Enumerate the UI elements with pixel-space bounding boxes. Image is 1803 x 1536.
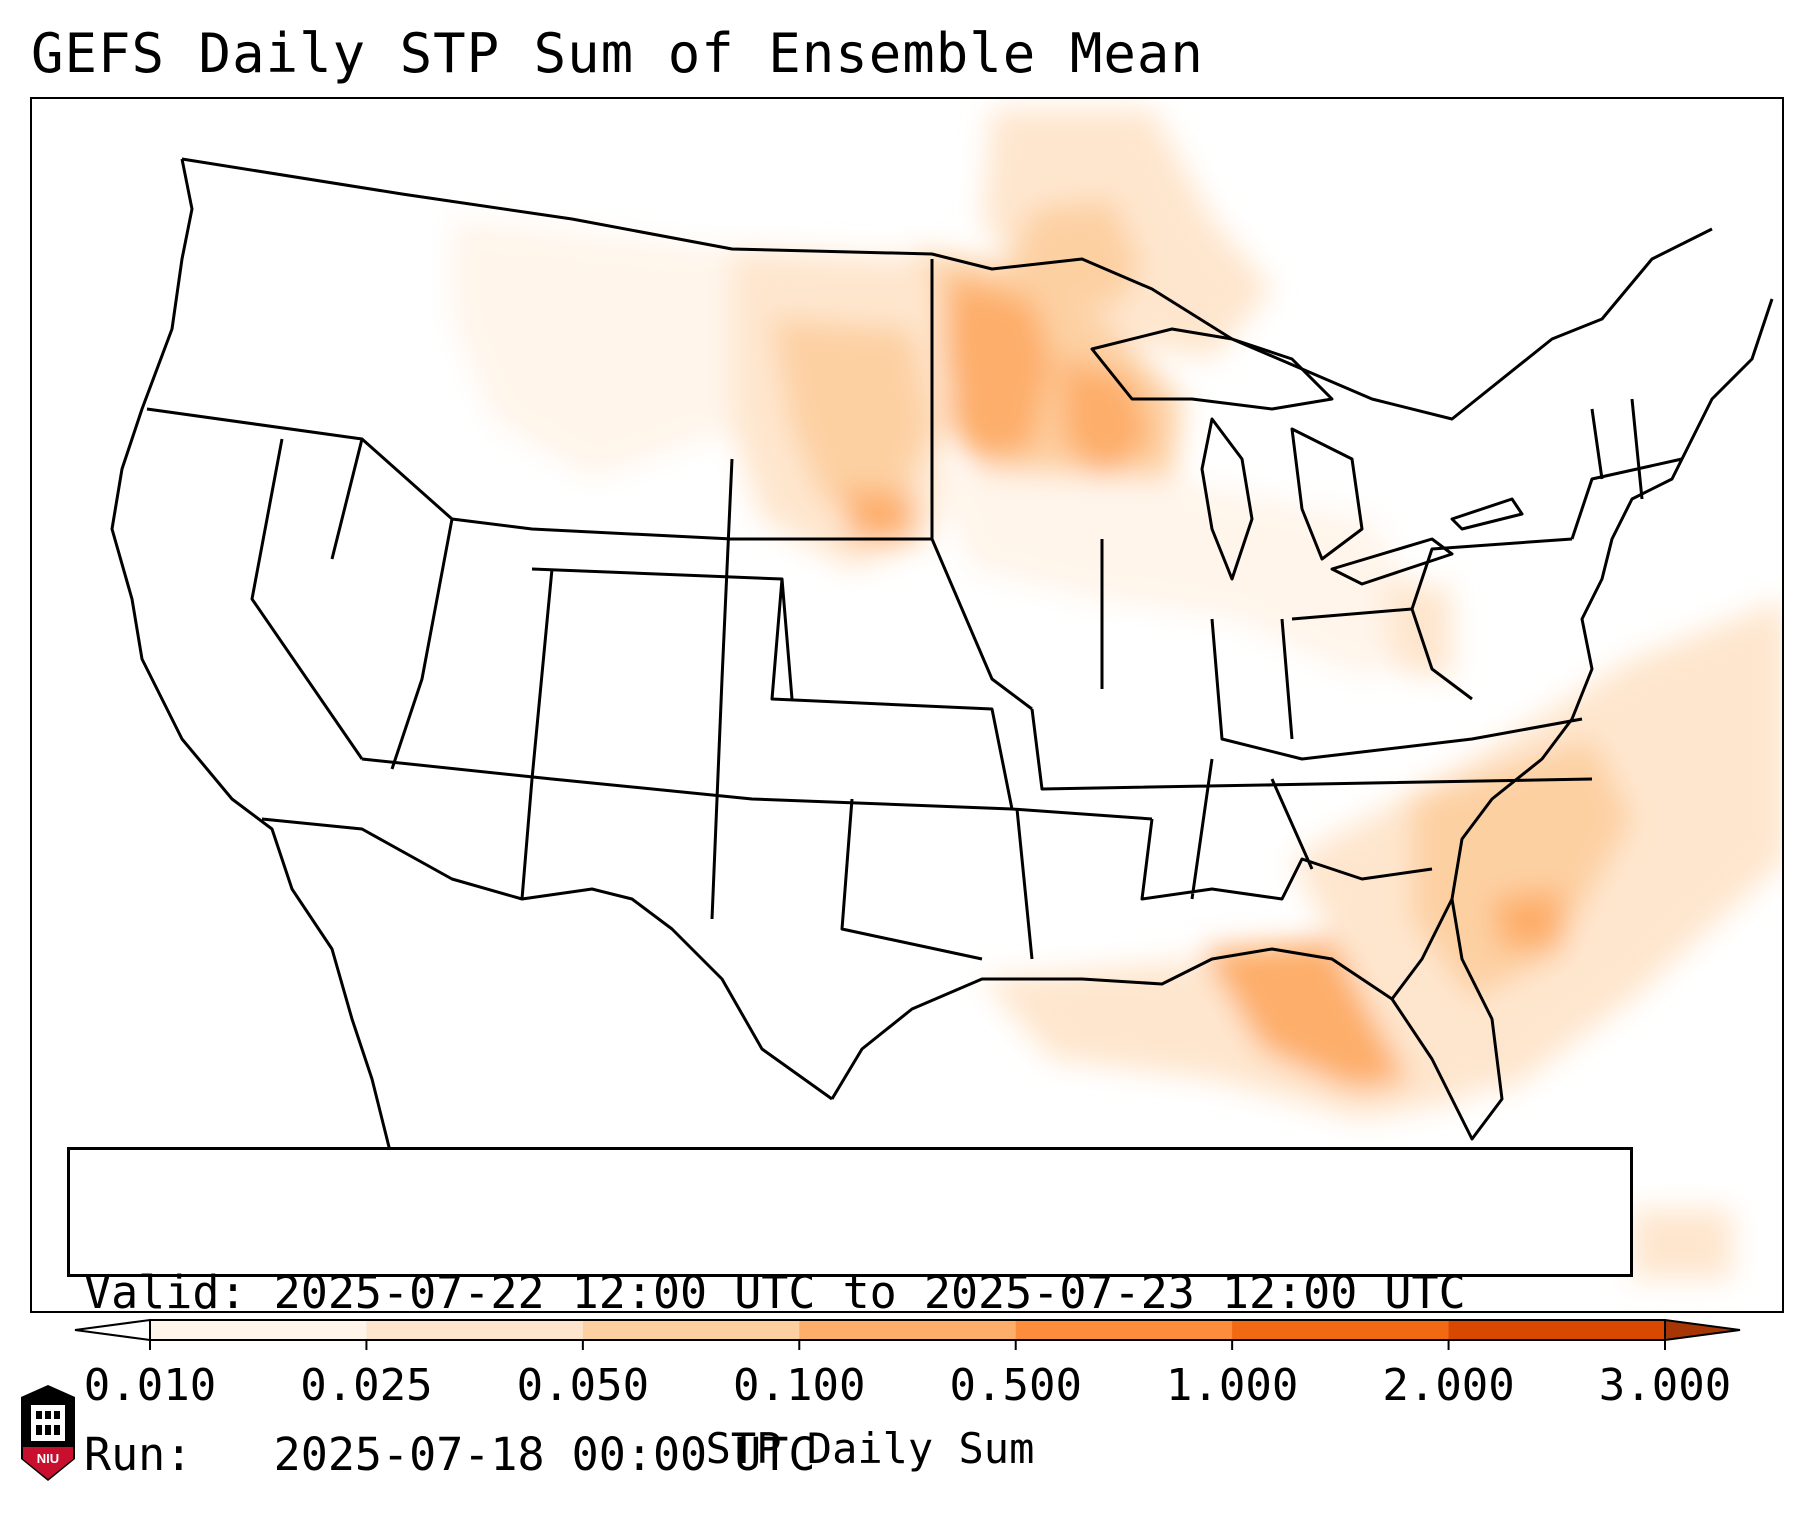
colorbar-tick-label: 0.025 bbox=[300, 1360, 433, 1411]
state-lines-west bbox=[146, 259, 1683, 961]
lake-superior bbox=[1090, 327, 1334, 411]
colorbar-tick-label: 0.100 bbox=[733, 1360, 866, 1411]
colorbar-tick-label: 3.000 bbox=[1598, 1360, 1732, 1411]
colorbar-extend-low bbox=[74, 1318, 151, 1342]
stp-shading bbox=[452, 109, 1782, 1279]
west-coast bbox=[110, 158, 394, 1160]
page-title: GEFS Daily STP Sum of Ensemble Mean bbox=[31, 22, 1204, 85]
shade-caribbean bbox=[1632, 1209, 1732, 1279]
colorbar-label: STP Daily Sum bbox=[705, 1424, 1035, 1473]
lake-ontario bbox=[1450, 497, 1524, 531]
colorbar-segment bbox=[1232, 1320, 1450, 1340]
shade-mn-core bbox=[942, 279, 1052, 459]
colorbar-tick-label: 2.000 bbox=[1382, 1360, 1515, 1411]
mexico-border bbox=[261, 817, 833, 1101]
east-coast bbox=[1450, 298, 1774, 900]
colorbar-tick-label: 0.010 bbox=[83, 1360, 217, 1411]
shade-offshore-core bbox=[1412, 739, 1632, 999]
shade-wv bbox=[1382, 579, 1452, 679]
state-borders bbox=[110, 157, 1774, 1160]
colorbar-tick-label: 0.050 bbox=[516, 1360, 650, 1411]
shade-montana bbox=[452, 219, 732, 479]
canada-border bbox=[181, 157, 1713, 421]
colorbar-segments bbox=[74, 1318, 1741, 1342]
colorbar-segment bbox=[150, 1320, 367, 1340]
valid-time-text: Valid: 2025-07-22 12:00 UTC to 2025-07-2… bbox=[84, 1266, 1466, 1319]
gulf-coast bbox=[830, 898, 1504, 1141]
colorbar bbox=[74, 1318, 1741, 1350]
colorbar-tick-label: 1.000 bbox=[1165, 1360, 1299, 1411]
run-time-text: Run: 2025-07-18 00:00 UTC bbox=[84, 1428, 816, 1481]
niu-logo: NIU bbox=[21, 1385, 75, 1481]
colorbar-segment bbox=[799, 1320, 1017, 1340]
florida bbox=[1390, 898, 1454, 1000]
shade-nd-sd bbox=[772, 319, 932, 519]
validity-info-box: Valid: 2025-07-22 12:00 UTC to 2025-07-2… bbox=[67, 1147, 1633, 1481]
colorbar-ticks bbox=[149, 1340, 1666, 1350]
colorbar-segment bbox=[366, 1320, 584, 1340]
shade-ne-spot bbox=[842, 489, 912, 539]
lake-erie bbox=[1330, 537, 1454, 586]
lake-michigan bbox=[1200, 417, 1254, 581]
colorbar-segment bbox=[1448, 1320, 1666, 1340]
colorbar-segment bbox=[1015, 1320, 1233, 1340]
colorbar-tick-label: 0.500 bbox=[949, 1360, 1082, 1411]
shade-wi-core bbox=[1062, 359, 1152, 479]
colorbar-segment bbox=[582, 1320, 800, 1340]
lake-huron bbox=[1290, 427, 1364, 561]
shade-offshore-spot bbox=[1492, 889, 1562, 949]
colorbar-extend-high bbox=[1664, 1318, 1741, 1342]
map-canvas bbox=[110, 109, 1782, 1279]
logo-text: NIU bbox=[37, 1451, 59, 1466]
map-panel bbox=[30, 97, 1784, 1313]
colorbar-outline bbox=[149, 1319, 1666, 1341]
